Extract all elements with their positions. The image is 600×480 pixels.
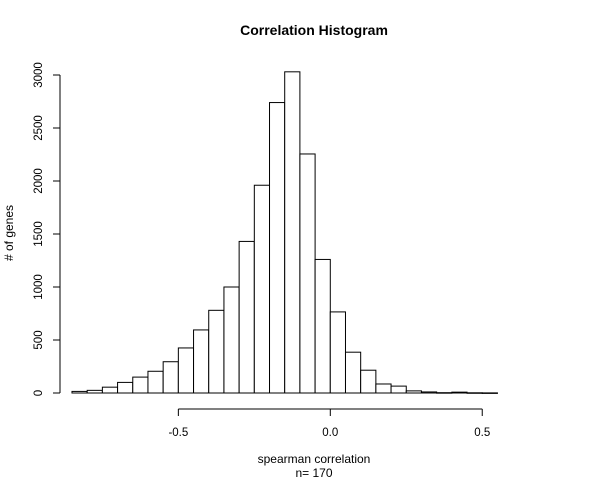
- histogram-bar: [208, 309, 225, 394]
- x-axis-sample-size: n= 170: [295, 466, 332, 480]
- x-tick-label: -0.5: [168, 427, 188, 439]
- histogram-bar: [162, 361, 179, 394]
- x-axis: -0.5 0.0 0.5: [168, 408, 490, 439]
- histogram-bar: [284, 71, 301, 394]
- y-axis-label: # of genes: [2, 205, 16, 261]
- histogram-bar: [117, 381, 134, 394]
- histogram-bar: [86, 389, 103, 394]
- histogram-bar: [466, 392, 483, 394]
- histogram-bar: [147, 370, 164, 394]
- histogram-bar: [177, 347, 195, 394]
- y-tick-label: 500: [33, 330, 45, 349]
- x-tick-label: 0.0: [322, 427, 338, 439]
- y-axis: 0 500 1000 1500 2000 2500 3000: [33, 62, 61, 396]
- histogram-bar: [344, 351, 362, 394]
- histogram-bar: [299, 153, 316, 394]
- y-tick-label: 1000: [33, 274, 45, 300]
- histogram-bar: [132, 376, 149, 394]
- histogram-bar: [253, 184, 271, 394]
- histogram-bar: [314, 258, 331, 394]
- histogram-bar: [329, 311, 346, 394]
- histogram-bar: [360, 369, 377, 394]
- histogram-bar: [223, 286, 240, 394]
- x-axis-label: spearman correlation: [258, 452, 371, 466]
- histogram-bar: [238, 240, 255, 394]
- y-tick-label: 1500: [33, 221, 45, 247]
- histogram-bar: [481, 392, 498, 394]
- histogram-bar: [390, 385, 407, 394]
- histogram-bars: [71, 71, 498, 394]
- x-tick-label: 0.5: [474, 427, 490, 439]
- histogram-bar: [193, 329, 210, 394]
- histogram-bar: [101, 386, 119, 394]
- y-tick-label: 2500: [33, 115, 45, 141]
- y-tick-label: 3000: [33, 62, 45, 88]
- histogram-bar: [451, 391, 468, 394]
- histogram-bar: [269, 102, 286, 394]
- histogram-bar: [436, 392, 453, 394]
- y-tick-label: 2000: [33, 168, 45, 194]
- histogram-bar: [420, 391, 438, 394]
- histogram-bar: [375, 383, 392, 394]
- histogram-bar: [71, 390, 88, 394]
- chart-title: Correlation Histogram: [240, 22, 388, 38]
- histogram-bar: [405, 390, 422, 394]
- y-tick-label: 0: [33, 390, 45, 396]
